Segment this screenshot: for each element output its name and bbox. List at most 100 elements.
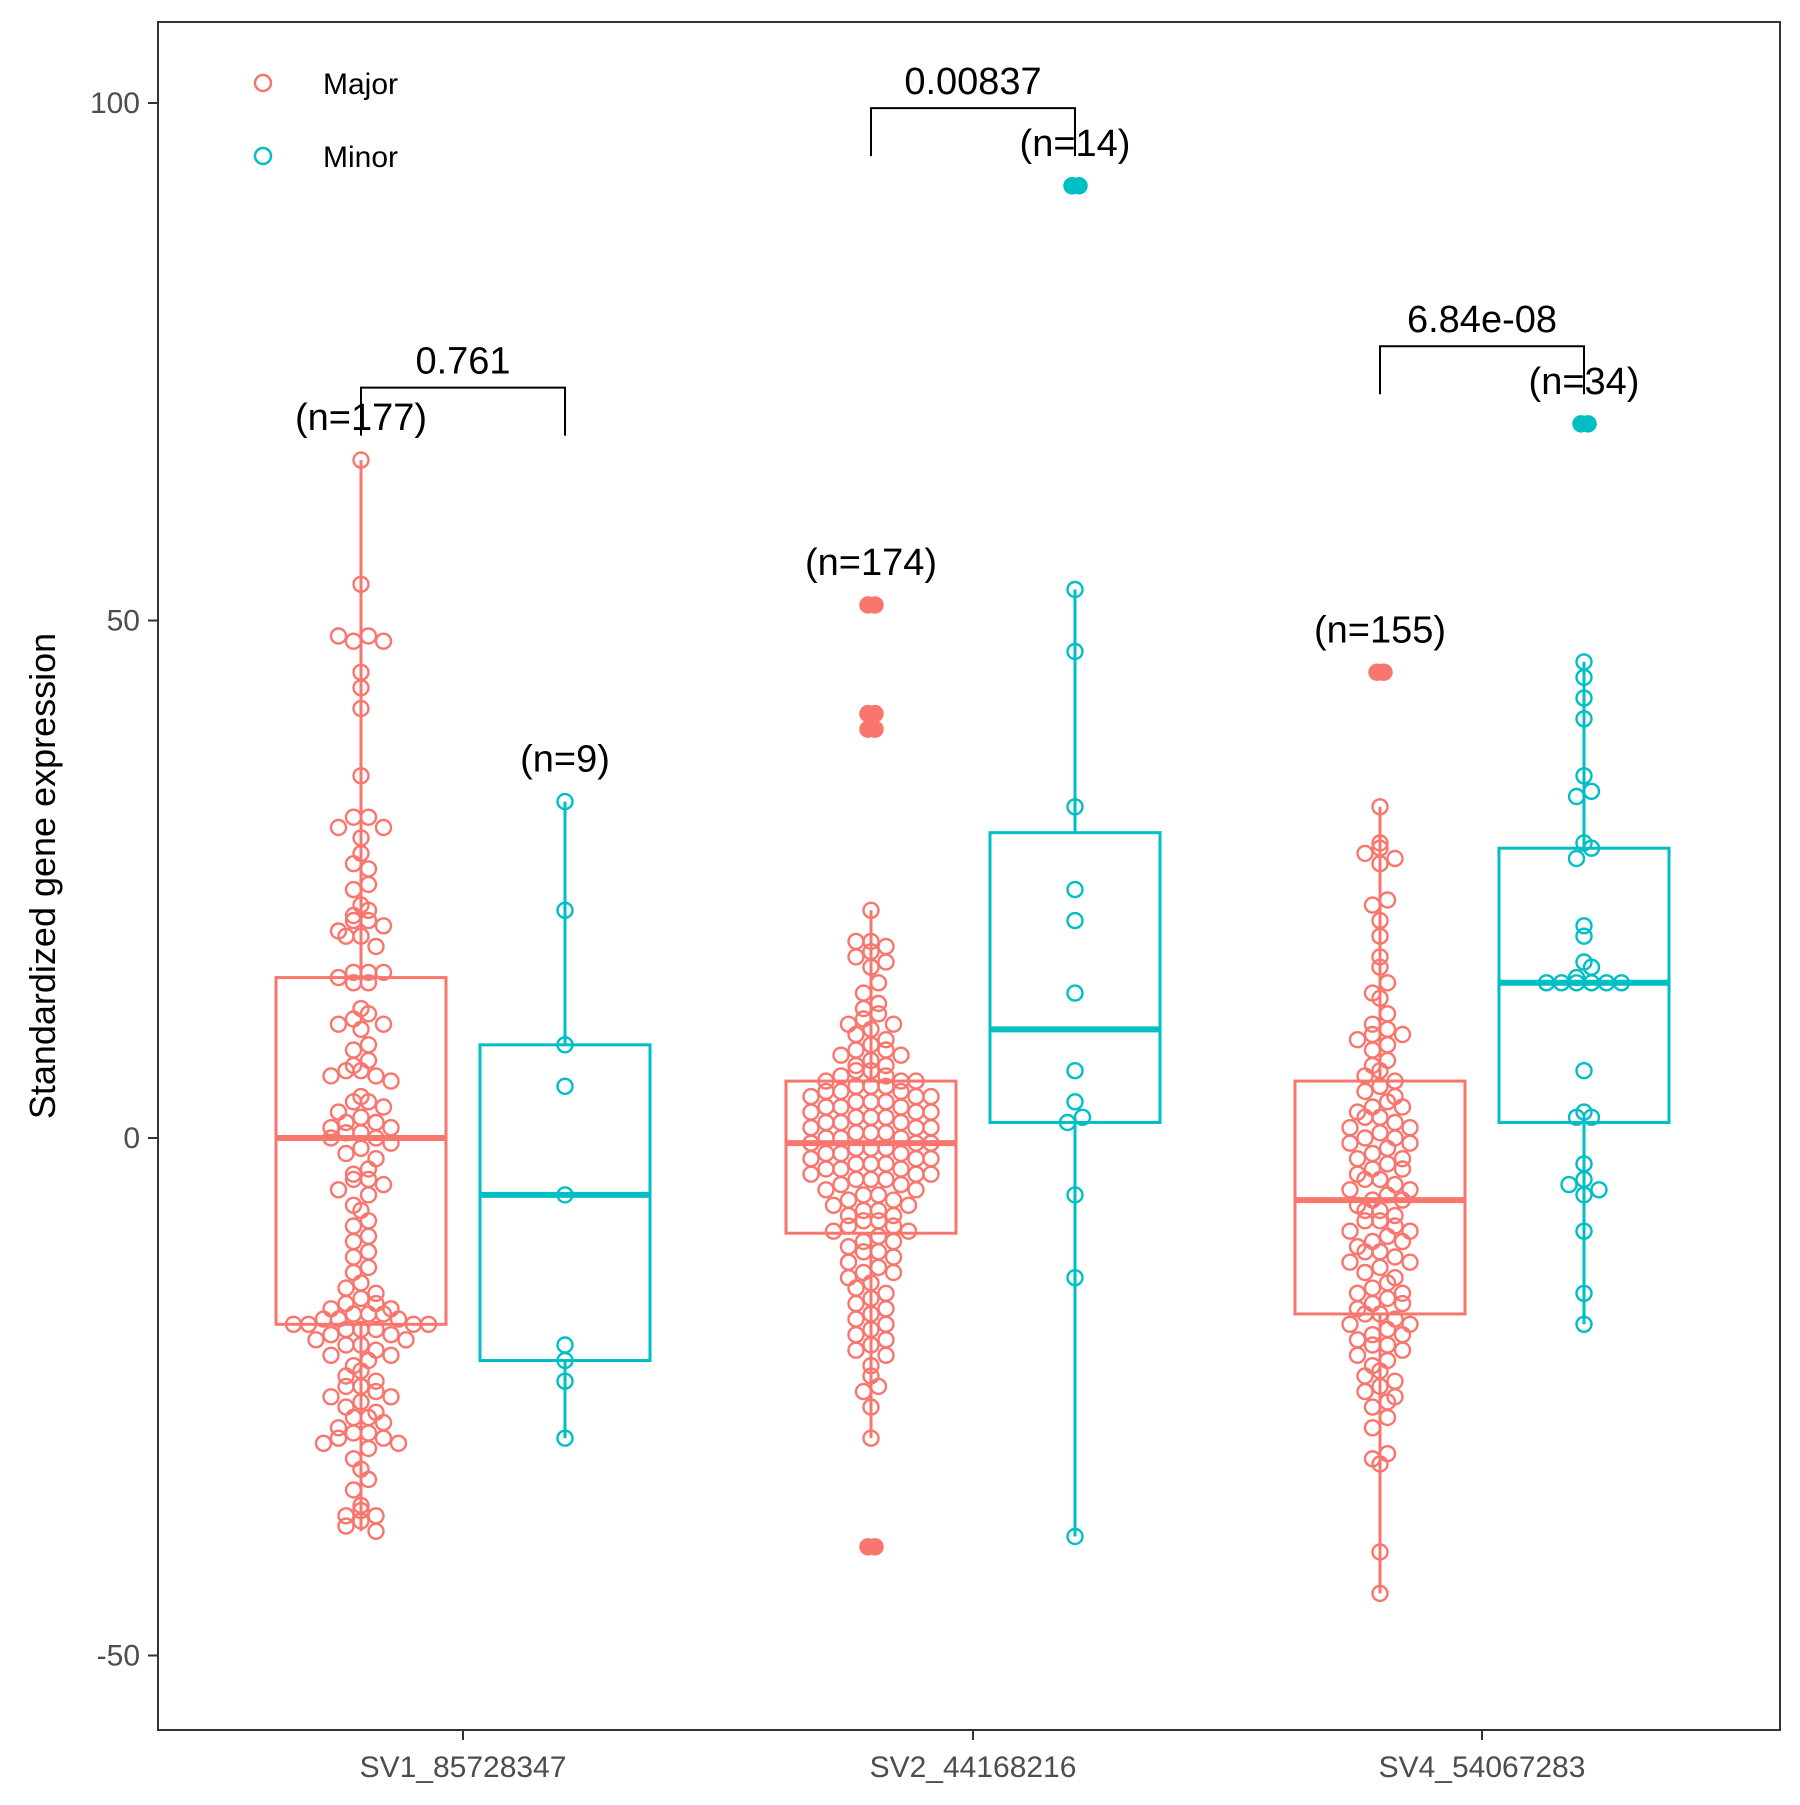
y-axis-title: Standardized gene expression [22,633,63,1119]
y-tick-label: 100 [90,87,140,120]
data-point-major [367,1284,385,1303]
data-point-major [1348,1030,1367,1049]
data-point-major [899,1196,918,1215]
data-point-major [382,1072,400,1090]
data-point-major [884,1263,903,1282]
data-point-major [344,974,363,992]
outlier-point-minor [1579,415,1597,433]
data-point-major [1356,1129,1374,1147]
data-point-major [1393,1232,1412,1251]
data-point-minor [1066,984,1084,1002]
data-point-major [899,1222,918,1240]
data-point-major [329,1181,348,1199]
data-point-major [1378,1155,1397,1173]
data-point-major [854,1212,873,1230]
data-point-major [1348,1346,1367,1365]
data-point-major [374,917,393,935]
data-point-minor [1066,880,1084,899]
data-point-major [367,1113,385,1132]
legend-major-label: Major [323,68,398,101]
data-point-major [374,632,393,650]
data-point-major [352,1087,370,1106]
data-point-major [847,1061,865,1080]
data-point-minor [1567,849,1586,868]
data-point-major [367,1067,385,1085]
data-point-major [1378,1227,1397,1246]
data-point-major [1348,1103,1367,1121]
data-point-major [374,1098,393,1116]
data-point-minor [1560,1175,1578,1194]
annotations-layer: (n=177)(n=174)(n=155)(n=9)(n=14)(n=34)0.… [295,61,1639,780]
data-point-major [374,1429,393,1447]
data-point-major [397,1331,415,1349]
data-point-major [382,1325,400,1344]
data-point-major [1356,844,1374,863]
data-point-major [374,1305,393,1323]
data-point-major [359,1258,378,1277]
data-point-major [367,937,385,956]
box-major-sv1-85728347 [274,976,448,1326]
data-point-major [1393,1149,1412,1168]
data-point-major [337,1517,355,1535]
outlier-point-major [1375,663,1393,681]
data-point-major [337,1377,355,1396]
legend-major-key-icon [253,73,273,93]
data-point-major [389,1434,408,1453]
data-point-minor [1066,1061,1084,1080]
data-point-major [344,1041,363,1059]
comparison-bracket-sv2-44168216 [870,107,1076,157]
box-minor-sv2-44168216 [988,831,1162,1124]
data-point-major [322,1346,340,1365]
x-tick-label: SV2_44168216 [870,1751,1077,1784]
outlier-point-minor [1070,177,1088,195]
data-point-major [1341,1315,1359,1334]
data-point-major [337,1336,355,1354]
data-point-major [824,1196,843,1215]
data-point-major [1356,1382,1374,1401]
data-point-major [817,1160,835,1178]
data-point-major [314,1310,333,1328]
data-point-major [322,1388,340,1406]
data-point-major [1356,1212,1374,1230]
data-point-major [1356,1170,1374,1189]
comparison-bracket-sv1-85728347 [360,386,566,436]
outlier-point-major [866,720,884,738]
data-point-major [1393,1341,1412,1359]
data-point-major [1386,1248,1404,1266]
data-point-major [367,1372,385,1390]
data-point-major [922,1165,940,1183]
data-point-minor [1073,1108,1092,1127]
data-point-major [1371,1258,1389,1277]
data-point-major [329,1015,348,1033]
data-point-major [884,1206,903,1225]
outlier-point-major [866,704,884,723]
n-label-minor-sv1-85728347: (n=9) [520,739,610,781]
data-point-major [847,1170,865,1189]
y-tick-label: 50 [107,605,140,638]
data-point-major [884,1015,903,1033]
legend: Major Minor [253,68,398,174]
data-point-major [877,1067,895,1085]
data-point-major [359,1036,378,1054]
data-point-major [314,1434,333,1453]
data-point-major [322,1067,340,1085]
data-point-major [1386,849,1404,868]
data-point-major [374,1015,393,1033]
data-point-major [817,1181,835,1199]
data-point-major [367,1382,385,1401]
data-point-major [817,1082,835,1101]
data-point-major [1401,1118,1419,1137]
data-point-major [839,1015,858,1033]
data-point-major [1378,1289,1397,1308]
box-minor-sv1-85728347 [478,1043,652,1363]
data-point-major [1393,1284,1412,1303]
data-point-major [329,818,348,837]
p-value-label-sv1-85728347: 0.761 [415,341,510,383]
data-point-major [1356,1263,1374,1282]
data-point-major [307,1331,325,1349]
data-point-major [824,1222,843,1240]
data-point-major [877,1030,895,1049]
data-point-major [367,1320,385,1339]
data-point-major [832,1175,850,1194]
data-point-major [374,818,393,837]
